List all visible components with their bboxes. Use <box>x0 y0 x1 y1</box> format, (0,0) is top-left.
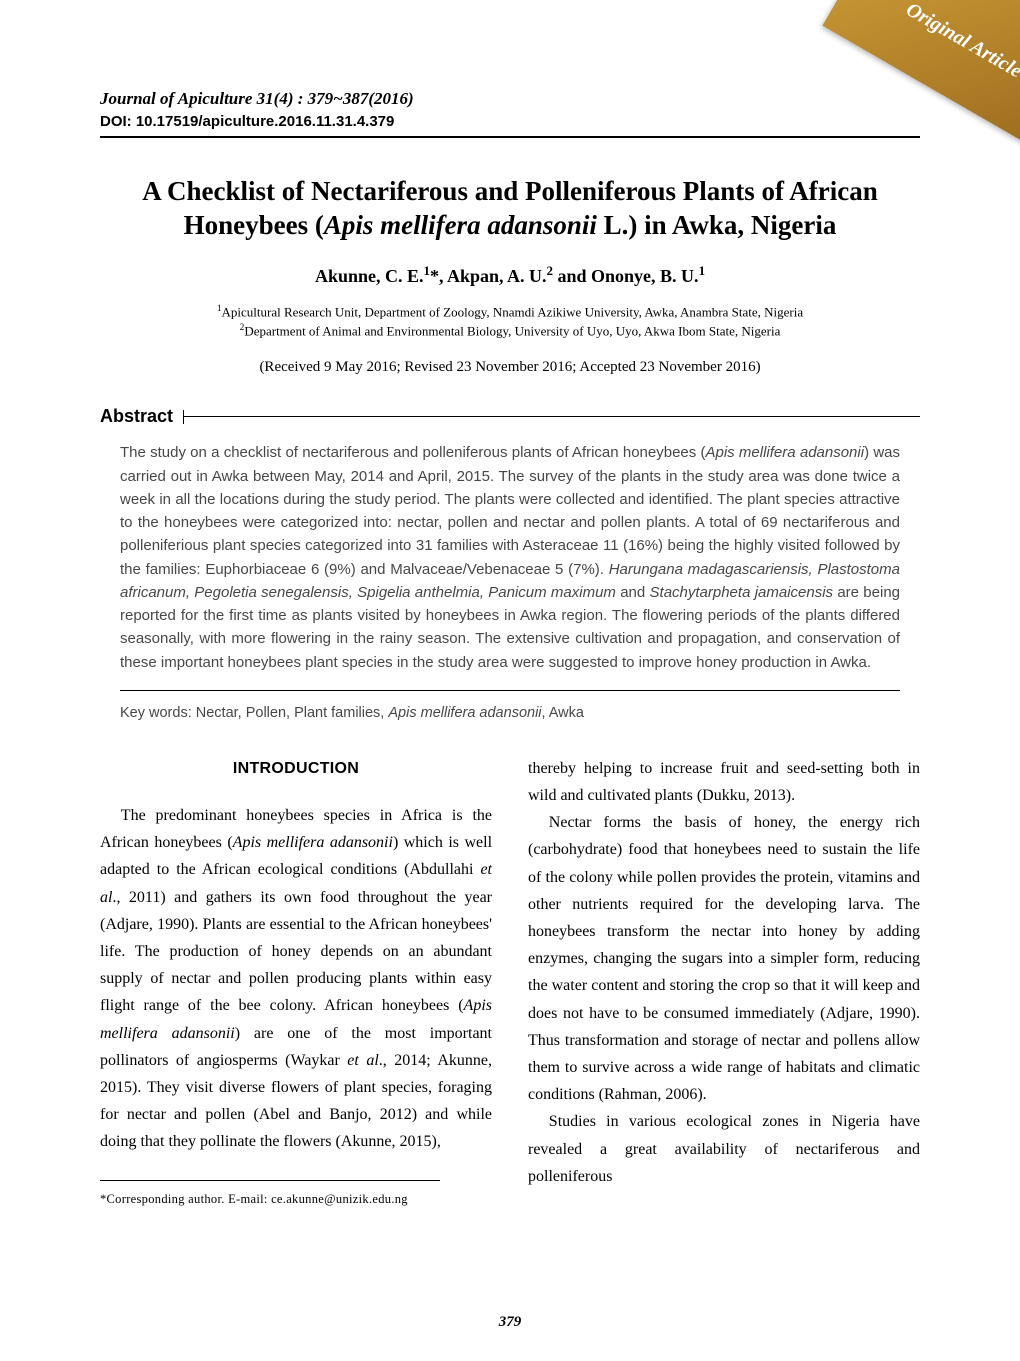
body-columns: INTRODUCTION The predominant honeybees s… <box>100 755 920 1210</box>
section-heading-introduction: INTRODUCTION <box>100 755 492 782</box>
affiliation-1: 1Apicultural Research Unit, Department o… <box>100 303 920 322</box>
right-para-2: Nectar forms the basis of honey, the ene… <box>528 809 920 1108</box>
abstract-hline <box>184 416 920 417</box>
footnote-rule <box>100 1180 440 1181</box>
page-content: Journal of Apiculture 31(4) : 379~387(20… <box>0 0 1020 1210</box>
doi: DOI: 10.17519/apiculture.2016.11.31.4.37… <box>100 113 920 130</box>
intro-para-1: The predominant honeybees species in Afr… <box>100 802 492 1155</box>
abstract-body: The study on a checklist of nectariferou… <box>120 441 900 674</box>
title-line-2: Honeybees (Apis mellifera adansonii L.) … <box>184 210 837 240</box>
corresponding-author-footnote: *Corresponding author. E-mail: ce.akunne… <box>100 1189 492 1210</box>
abstract-heading: Abstract <box>100 406 920 427</box>
column-left: INTRODUCTION The predominant honeybees s… <box>100 755 492 1210</box>
right-para-1: thereby helping to increase fruit and se… <box>528 755 920 809</box>
keywords: Key words: Nectar, Pollen, Plant familie… <box>120 705 900 721</box>
abstract-label: Abstract <box>100 406 173 427</box>
header-rule <box>100 136 920 138</box>
page-number: 379 <box>0 1314 1020 1331</box>
affiliations: 1Apicultural Research Unit, Department o… <box>100 303 920 341</box>
authors: Akunne, C. E.1*, Akpan, A. U.2 and Onony… <box>100 263 920 287</box>
ribbon-label: Original Article <box>902 0 1020 83</box>
abstract-bottom-rule <box>120 690 900 691</box>
journal-citation: Journal of Apiculture 31(4) : 379~387(20… <box>100 88 920 111</box>
column-right: thereby helping to increase fruit and se… <box>528 755 920 1210</box>
affiliation-2: 2Department of Animal and Environmental … <box>100 322 920 341</box>
article-title: A Checklist of Nectariferous and Polleni… <box>100 174 920 243</box>
right-para-3: Studies in various ecological zones in N… <box>528 1108 920 1190</box>
article-dates: (Received 9 May 2016; Revised 23 Novembe… <box>100 359 920 376</box>
title-line-1: A Checklist of Nectariferous and Polleni… <box>142 176 877 206</box>
